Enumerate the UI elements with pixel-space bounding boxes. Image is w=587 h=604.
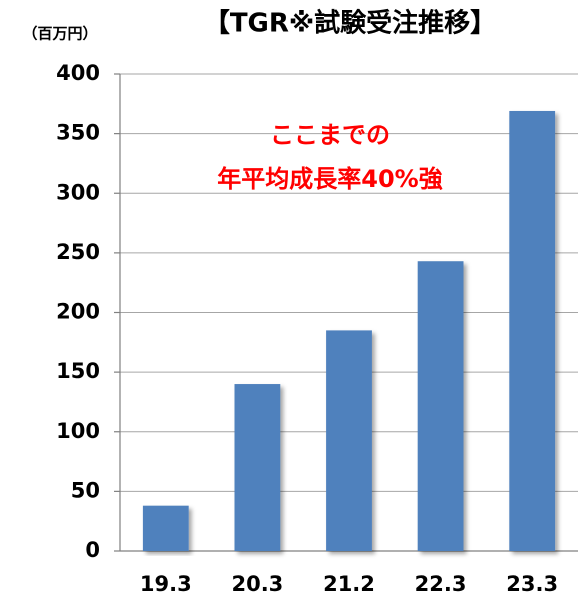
y-tick-label: 0 — [85, 538, 100, 562]
x-tick-label: 19.3 — [140, 572, 192, 596]
y-tick-label: 150 — [56, 359, 100, 383]
bar — [417, 261, 464, 551]
y-axis-label: （百万円） — [22, 25, 97, 43]
bar — [234, 384, 281, 551]
x-tick-label: 20.3 — [231, 572, 283, 596]
annotation: ここまでの — [270, 121, 390, 149]
annotation: 年平均成長率40%強 — [217, 165, 442, 193]
bar — [326, 330, 372, 551]
bar — [142, 505, 189, 551]
chart-title: 【TGR※試験受注推移】 — [204, 8, 496, 39]
x-tick-label: 21.2 — [323, 572, 375, 596]
x-tick-label: 22.3 — [415, 572, 467, 596]
y-tick-label: 50 — [71, 478, 100, 502]
x-tick-label: 23.3 — [506, 572, 558, 596]
y-tick-label: 200 — [56, 300, 100, 324]
y-tick-label: 300 — [56, 180, 100, 204]
y-tick-label: 250 — [56, 240, 100, 264]
bar — [509, 110, 556, 551]
y-tick-label: 400 — [56, 61, 100, 85]
y-tick-label: 100 — [56, 419, 100, 443]
y-tick-label: 350 — [56, 121, 100, 145]
